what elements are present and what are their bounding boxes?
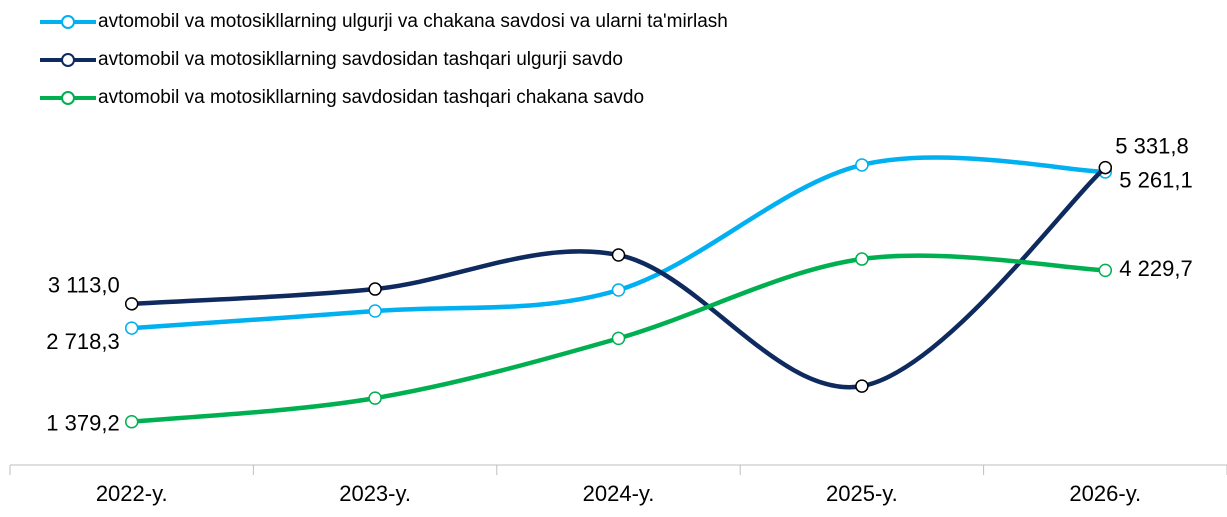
data-label: 4 229,7 [1119,256,1192,281]
data-point [124,415,139,429]
data-label: 3 113,0 [48,273,120,298]
data-label: 5 331,8 [1115,133,1188,158]
data-point [368,282,382,296]
data-label: 1 379,2 [46,411,119,436]
x-tick-label: 2023-y. [339,481,411,506]
data-point [855,379,869,393]
legend-marker [61,15,75,29]
series-line [129,155,1108,331]
data-point [368,391,382,405]
x-tick-label: 2025-y. [826,481,898,506]
legend-label: avtomobil va motosikllarning savdosidan … [98,87,644,108]
x-tick-label: 2026-y. [1069,481,1141,506]
series-line [129,165,1108,390]
legend-label: avtomobil va motosikllarning savdosidan … [98,49,623,70]
data-point [855,252,869,266]
data-label: 5 261,1 [1119,168,1192,193]
data-point [1098,263,1113,278]
data-point [1098,160,1113,175]
data-label: 2 718,3 [46,329,119,354]
data-point [368,304,382,318]
legend-label: avtomobil va motosikllarning ulgurji va … [98,11,728,32]
legend-marker [61,91,75,105]
data-point [855,158,869,172]
data-point [124,297,139,311]
x-tick-label: 2022-y. [96,481,168,506]
x-tick-label: 2024-y. [583,481,655,506]
data-point [611,248,626,262]
data-point [611,283,626,297]
data-point [611,331,626,346]
data-point [124,321,139,335]
legend-marker [61,53,75,67]
